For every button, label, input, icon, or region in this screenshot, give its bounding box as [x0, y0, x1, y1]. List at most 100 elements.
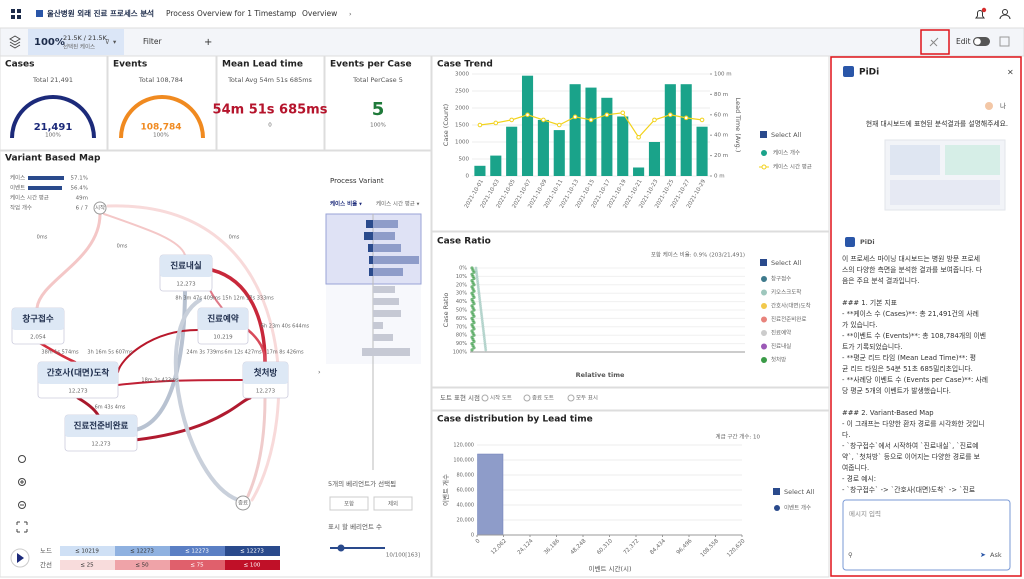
user-icon[interactable] — [999, 9, 1011, 20]
node-label: 간호사(대면)도착 — [47, 368, 110, 379]
start-node[interactable] — [93, 201, 107, 215]
exclude-button[interactable] — [373, 496, 413, 511]
edge-label: 8h 3m 47s 409ms — [175, 296, 221, 302]
summary-value: 57.1% — [71, 176, 88, 182]
summary-value: 56.4% — [71, 186, 88, 192]
top-bar — [0, 0, 1024, 28]
legend-bin: ≤ 75 — [190, 563, 204, 569]
y-axis-label: 이벤트 개수 — [441, 474, 450, 506]
checkbox[interactable] — [760, 259, 767, 266]
breadcrumb[interactable]: 울산병원 외래 진료 프로세스 분석 — [47, 8, 154, 18]
legend-entry: 진료전준비완료 — [771, 315, 806, 323]
kpi-title: Cases — [5, 60, 35, 70]
legend-swatch — [761, 150, 767, 156]
pidi-logo — [843, 66, 854, 77]
radios[interactable] — [481, 394, 575, 402]
attach-icon[interactable]: ⚲ — [848, 551, 853, 559]
breadcrumb[interactable]: Overview — [302, 9, 337, 18]
summary-label: 작업 개수 — [10, 204, 32, 212]
breadcrumb[interactable]: Process Overview for 1 Timestamp — [166, 9, 296, 18]
dot — [474, 266, 478, 270]
variant-bars-rest — [362, 286, 410, 356]
collapse-arrow[interactable]: › — [318, 368, 321, 376]
legend-entry: 케이스 시간 평균 — [773, 163, 812, 171]
legend-bin: ≤ 25 — [80, 563, 94, 569]
include-button[interactable] — [329, 496, 369, 511]
line-point — [636, 134, 641, 140]
close-button[interactable]: × — [1007, 68, 1014, 77]
y-axis-label: Case (Count) — [442, 104, 450, 146]
count-value: 10/100[163] — [386, 553, 420, 559]
legend-swatch — [761, 330, 767, 336]
y2-tick-label: 20 m — [714, 153, 728, 159]
bar — [617, 116, 629, 176]
node-label: 진료전준비완료 — [74, 421, 129, 432]
dot — [480, 314, 484, 318]
dot — [481, 321, 484, 324]
line-point — [683, 115, 689, 121]
bar — [664, 84, 676, 176]
layers-icon[interactable] — [9, 35, 21, 49]
legend-entry: 이벤트 개수 — [784, 504, 811, 512]
add-filter[interactable]: + — [204, 37, 212, 48]
node-header — [65, 415, 137, 437]
kpi-value: 5 — [372, 99, 385, 120]
legend-swatch — [774, 505, 780, 511]
pin-icon[interactable] — [929, 37, 939, 47]
filter-button[interactable]: Filter — [143, 37, 162, 46]
legend-swatch — [761, 343, 767, 350]
expand-icon[interactable] — [999, 36, 1010, 47]
toggle-label: 도트 표현 시점 — [440, 394, 480, 402]
dot — [472, 289, 476, 293]
bell-icon[interactable] — [975, 7, 987, 19]
dot — [478, 302, 482, 306]
caption: 포함 케이스 비율: 0.9% (203/21,491) — [651, 251, 745, 259]
map-tools[interactable] — [16, 455, 28, 533]
y-tick-label: 90% — [456, 341, 467, 347]
x-axis-label: 이벤트 시간(시) — [588, 564, 631, 573]
line-point — [541, 117, 546, 123]
bot-line: 약`, `첫처방` 등으로 이어지는 다양한 경로를 보 — [842, 452, 980, 461]
dot — [472, 302, 476, 306]
panel-title: Case distribution by Lead time — [437, 415, 593, 425]
legend-entry: 첫처방 — [771, 356, 786, 364]
bar — [680, 84, 692, 176]
legend-swatch — [170, 546, 225, 556]
panel — [431, 387, 830, 411]
legend-swatch — [115, 546, 170, 556]
legend-entry: 창구접수 — [771, 275, 791, 283]
node-label: 종료 — [238, 500, 248, 507]
node-label: 창구접수 — [22, 314, 53, 325]
bot-name: PiDi — [860, 238, 875, 246]
app-logo[interactable] — [11, 9, 21, 19]
summary-label: 이벤트 — [10, 184, 25, 192]
dot — [472, 333, 476, 337]
ask-button[interactable]: Ask — [990, 551, 1002, 559]
dot — [482, 333, 486, 337]
bot-line: - **사례당 이벤트 수 (Events per Case)**: 사례 — [842, 375, 988, 384]
slider-knob[interactable] — [337, 544, 345, 552]
end-node[interactable] — [235, 495, 251, 511]
thumb-part — [890, 180, 1000, 205]
bot-line: 스의 다양한 측면을 분석한 결과를 보여줍니다. 다 — [842, 265, 983, 274]
chat-input[interactable] — [842, 499, 1011, 571]
dot — [480, 312, 483, 316]
checkbox[interactable] — [760, 131, 767, 138]
legend-swatch — [761, 303, 767, 309]
y-tick-label: 100,000 — [453, 458, 474, 464]
dot — [483, 340, 487, 343]
checkbox[interactable] — [773, 488, 780, 495]
user-message: 현재 대시보드에 표현된 분석결과를 설명해주세요. — [866, 119, 1008, 128]
summary-bar — [28, 176, 64, 180]
node-label: 진료예약 — [207, 314, 238, 325]
node-label: 진료내실 — [170, 261, 201, 272]
y2-tick-label: 0 m — [714, 174, 725, 180]
node-count: 10,219 — [213, 335, 233, 341]
case-selector[interactable] — [28, 29, 124, 55]
legend-select-all: Select All — [771, 259, 801, 267]
dot — [478, 296, 481, 299]
line-point — [572, 114, 578, 120]
sep: › — [146, 10, 149, 18]
user-avatar — [985, 102, 993, 110]
bot-line: - **이벤트 수 (Events)**: 총 108,784개의 이벤 — [842, 331, 986, 340]
